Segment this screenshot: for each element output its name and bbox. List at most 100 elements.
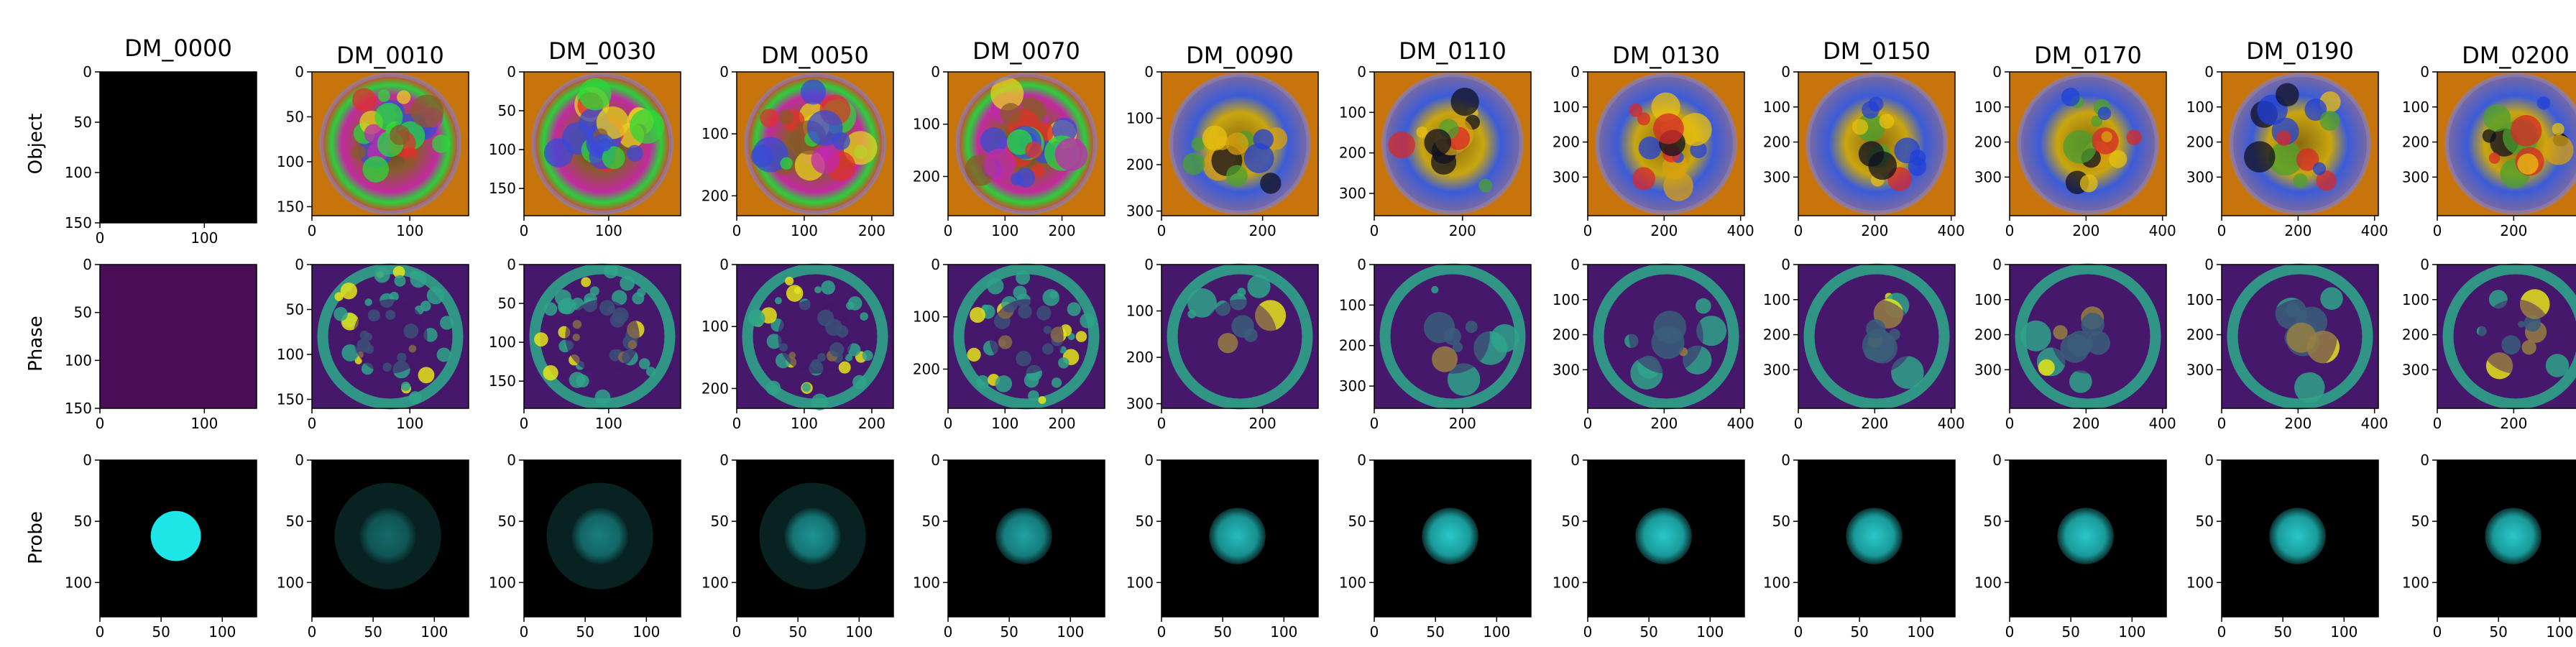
phase-texture xyxy=(1016,270,1031,285)
object-ytick-label: 200 xyxy=(913,168,940,185)
subplot-title: DM_0050 xyxy=(761,42,869,69)
phase-xtick-label: 100 xyxy=(991,415,1018,432)
object-axes-frame xyxy=(1161,71,1319,216)
phase-ytick-label: 0 xyxy=(295,256,304,273)
phase-texture xyxy=(543,302,558,316)
object-texture xyxy=(1015,168,1036,188)
object-texture xyxy=(390,124,410,145)
row-label-phase: Phase xyxy=(25,316,47,372)
phase-xtick-label: 0 xyxy=(1794,415,1803,432)
object-texture xyxy=(2319,110,2340,132)
object-image xyxy=(100,72,257,223)
phase-panel: 0 100 0 50 100 150 xyxy=(277,256,469,432)
phase-ytick-label: 0 xyxy=(1144,256,1154,273)
phase-texture xyxy=(862,350,873,361)
probe-ytick-label: 100 xyxy=(1974,574,2002,591)
phase-texture xyxy=(620,275,635,291)
phase-texture xyxy=(394,275,406,287)
object-panel: 0 100 200 0 100 200 xyxy=(913,63,1105,239)
object-axes-frame xyxy=(2221,71,2379,216)
phase-panel: 0 100 0 50 100 150 xyxy=(65,256,257,432)
object-rim xyxy=(2229,73,2371,215)
object-texture xyxy=(1031,163,1045,178)
probe-ytick-label: 0 xyxy=(1570,451,1580,469)
phase-texture xyxy=(334,292,344,301)
row-label-object: Object xyxy=(25,114,47,175)
phase-core xyxy=(1202,299,1277,374)
phase-ytick-label: 200 xyxy=(1339,337,1366,354)
object-ytick-label: 50 xyxy=(498,102,516,119)
probe-xtick-label: 50 xyxy=(1213,623,1231,641)
object-ytick-label: 300 xyxy=(1974,168,2002,185)
phase-texture xyxy=(594,389,611,405)
object-ytick-label: 150 xyxy=(489,180,516,197)
object-rim xyxy=(1806,73,1948,215)
phase-texture xyxy=(2038,359,2055,376)
object-texture xyxy=(2268,142,2303,176)
phase-texture xyxy=(439,316,454,330)
object-texture xyxy=(1858,141,1885,168)
object-ytick-label: 0 xyxy=(295,63,304,81)
subplot-title: DM_0130 xyxy=(1612,42,1720,69)
phase-rim xyxy=(2015,263,2161,410)
phase-texture xyxy=(2069,370,2092,393)
phase-texture xyxy=(1431,285,1439,294)
object-texture xyxy=(2063,129,2097,164)
object-texture xyxy=(2488,152,2501,164)
object-xtick-label: 400 xyxy=(2149,222,2176,239)
phase-core xyxy=(565,299,640,374)
object-texture xyxy=(1678,113,1712,147)
probe-disk xyxy=(2269,508,2326,564)
object-xtick-label: 400 xyxy=(1938,222,1965,239)
object-texture xyxy=(2293,173,2308,188)
probe-axes-frame xyxy=(523,459,681,618)
object-ytick-label: 0 xyxy=(1992,63,2002,81)
object-texture xyxy=(2276,83,2299,107)
probe-panel: 0 50 100 0 50 100 xyxy=(65,451,257,641)
probe-xtick-label: 0 xyxy=(2433,623,2442,641)
probe-axes-frame xyxy=(1798,459,1956,618)
phase-texture xyxy=(814,286,822,293)
probe-ytick-label: 100 xyxy=(702,574,729,591)
probe-panel: 0 50 100 0 50 100 xyxy=(489,451,681,641)
probe-axes-frame xyxy=(2437,459,2576,618)
probe-xtick-label: 50 xyxy=(2489,623,2507,641)
probe-ytick-label: 50 xyxy=(498,513,516,530)
object-texture xyxy=(579,78,612,111)
object-xtick-label: 400 xyxy=(2361,222,2388,239)
phase-ytick-label: 0 xyxy=(719,256,729,273)
object-ytick-label: 100 xyxy=(1126,110,1154,127)
probe-ytick-label: 0 xyxy=(295,451,304,469)
probe-xtick-label: 50 xyxy=(1000,623,1018,641)
object-texture xyxy=(1852,119,1869,135)
phase-ytick-label: 300 xyxy=(2186,361,2214,378)
phase-xtick-label: 400 xyxy=(1938,415,1965,432)
phase-texture xyxy=(1042,289,1060,306)
object-panel: 0 100 200 0 100 200 xyxy=(702,63,894,239)
phase-texture xyxy=(569,372,586,388)
phase-texture xyxy=(392,266,405,278)
probe-panel: 0 50 100 0 50 100 xyxy=(1974,451,2167,641)
phase-ytick-label: 300 xyxy=(1763,361,1790,378)
phase-panel: 0 100 0 50 100 150 xyxy=(489,256,681,432)
probe-axes-frame xyxy=(2009,459,2167,618)
object-xtick-label: 200 xyxy=(1861,222,1888,239)
probe-ytick-label: 50 xyxy=(922,513,940,530)
phase-ytick-label: 200 xyxy=(2402,326,2429,344)
phase-xtick-label: 400 xyxy=(2361,415,2388,432)
object-texture xyxy=(2091,115,2102,127)
subplot-title: DM_0110 xyxy=(1399,37,1506,65)
phase-ytick-label: 0 xyxy=(1570,256,1580,273)
object-ytick-label: 200 xyxy=(702,187,729,204)
object-texture xyxy=(2296,148,2319,171)
object-xtick-label: 200 xyxy=(2284,222,2312,239)
probe-ytick-label: 50 xyxy=(711,513,729,530)
object-texture xyxy=(1478,178,1493,193)
probe-disk xyxy=(1422,508,1478,564)
phase-texture xyxy=(785,276,794,285)
phase-xtick-label: 0 xyxy=(2217,415,2227,432)
